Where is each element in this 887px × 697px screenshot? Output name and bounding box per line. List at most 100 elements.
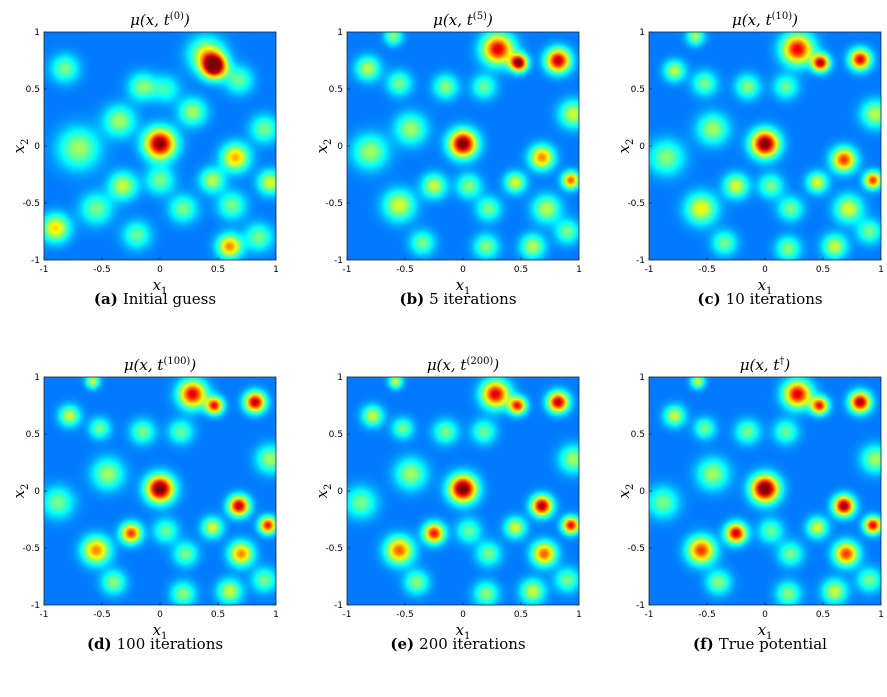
y-tick-label: -0.5 bbox=[627, 544, 645, 554]
y-tick-label: 0 bbox=[639, 142, 645, 152]
x-tick-label: -0.5 bbox=[93, 265, 111, 275]
heatmap-image bbox=[649, 32, 881, 260]
title-main: μ(x, t bbox=[427, 356, 468, 374]
y-tick-label: 0 bbox=[34, 487, 40, 497]
y-axis-label: x2 bbox=[313, 484, 334, 499]
y-tick-label: 0 bbox=[337, 142, 343, 152]
y-tick-label: 0 bbox=[639, 487, 645, 497]
subplot-f: -1 -0.5 0 0.5 1 -1 -0.5 0 0.5 1 μ(x, t†) x1 x2 (f) Tru… bbox=[615, 345, 887, 693]
heatmap-svg: -1 -0.5 0 0.5 1 -1 -0.5 0 0.5 1 μ(x, t(200)) x1 x2 bbox=[313, 356, 582, 642]
x-tick-label: -1 bbox=[40, 610, 49, 620]
y-axis-label: x2 bbox=[615, 484, 636, 499]
heatmap-image bbox=[347, 32, 579, 260]
y-axis-label: x2 bbox=[10, 484, 31, 499]
subplot-title: μ(x, t(200)) bbox=[427, 356, 500, 374]
subplot-title: μ(x, t(0)) bbox=[130, 11, 190, 29]
heatmap-svg: -1 -0.5 0 0.5 1 -1 -0.5 0 0.5 1 μ(x, t(0)) x1 x2 bbox=[10, 11, 279, 297]
caption-text: 200 iterations bbox=[419, 635, 526, 653]
heatmap-svg: -1 -0.5 0 0.5 1 -1 -0.5 0 0.5 1 μ(x, t†) x1 x2 bbox=[615, 356, 884, 642]
y-tick-label: 0.5 bbox=[329, 85, 343, 95]
x-tick-label: 1 bbox=[576, 265, 582, 275]
y-tick-label: -0.5 bbox=[22, 199, 40, 209]
caption-text: Initial guess bbox=[122, 290, 217, 308]
x-axis-label: x1 bbox=[153, 621, 168, 642]
title-superscript: (5) bbox=[473, 11, 487, 22]
y-tick-label: -1 bbox=[31, 256, 40, 266]
x-axis-label: x1 bbox=[456, 276, 471, 297]
y-axis-label: x2 bbox=[615, 139, 636, 154]
subfigure-caption: (d) 100 iterations bbox=[10, 635, 300, 653]
subplot-title: μ(x, t(100)) bbox=[124, 356, 197, 374]
title-main: μ(x, t bbox=[124, 356, 165, 374]
y-tick-label: 0.5 bbox=[329, 430, 343, 440]
x-tick-label: -0.5 bbox=[396, 265, 414, 275]
caption-text: 100 iterations bbox=[116, 635, 224, 653]
x-tick-label: 1 bbox=[273, 610, 279, 620]
y-tick-label: 1 bbox=[337, 373, 343, 383]
y-tick-label: 0 bbox=[34, 142, 40, 152]
caption-label: (b) bbox=[399, 290, 425, 308]
y-tick-label: -0.5 bbox=[325, 199, 343, 209]
title-main: μ(x, t bbox=[732, 11, 773, 29]
x-tick-label: 1 bbox=[878, 265, 884, 275]
heatmap-svg: -1 -0.5 0 0.5 1 -1 -0.5 0 0.5 1 μ(x, t(5)) x1 x2 bbox=[313, 11, 582, 297]
x-axis-label: x1 bbox=[153, 276, 168, 297]
subfigure-caption: (c) 10 iterations bbox=[615, 290, 887, 308]
x-tick-label: 0 bbox=[157, 610, 163, 620]
y-tick-label: 1 bbox=[34, 28, 40, 38]
x-axis-label: x1 bbox=[758, 621, 773, 642]
x-tick-label: 0.5 bbox=[211, 265, 225, 275]
x-tick-label: 0.5 bbox=[514, 265, 528, 275]
y-tick-label: 0 bbox=[337, 487, 343, 497]
title-main: μ(x, t bbox=[740, 356, 781, 374]
heatmap-svg: -1 -0.5 0 0.5 1 -1 -0.5 0 0.5 1 μ(x, t(100)) x1 x2 bbox=[10, 356, 279, 642]
y-tick-label: 0.5 bbox=[26, 430, 40, 440]
y-axis-label: x2 bbox=[10, 139, 31, 154]
subfigure-caption: (a) Initial guess bbox=[10, 290, 300, 308]
subplot-c: -1 -0.5 0 0.5 1 -1 -0.5 0 0.5 1 μ(x, t(10)) x1 x2 (c)… bbox=[615, 0, 887, 348]
x-tick-label: -0.5 bbox=[93, 610, 111, 620]
title-superscript: (100) bbox=[163, 356, 190, 367]
y-tick-label: 0.5 bbox=[631, 430, 645, 440]
caption-text: True potential bbox=[718, 635, 827, 653]
y-tick-label: -1 bbox=[334, 601, 343, 611]
title-superscript: (10) bbox=[772, 11, 793, 22]
x-tick-label: 0.5 bbox=[211, 610, 225, 620]
heatmap-image bbox=[649, 377, 881, 605]
x-tick-label: 1 bbox=[576, 610, 582, 620]
x-tick-label: -0.5 bbox=[698, 265, 716, 275]
y-tick-label: -1 bbox=[31, 601, 40, 611]
x-tick-label: 0 bbox=[762, 265, 768, 275]
caption-text: 5 iterations bbox=[429, 290, 517, 308]
subplot-a: -1 -0.5 0 0.5 1 -1 -0.5 0 0.5 1 μ(x, t(0)) x1 x2 (a) I… bbox=[10, 0, 300, 348]
title-main: μ(x, t bbox=[433, 11, 474, 29]
caption-label: (a) bbox=[93, 290, 118, 308]
y-tick-label: 0.5 bbox=[631, 85, 645, 95]
title-superscript: (200) bbox=[466, 356, 493, 367]
y-tick-label: -0.5 bbox=[22, 544, 40, 554]
x-tick-label: -0.5 bbox=[396, 610, 414, 620]
x-axis-label: x1 bbox=[456, 621, 471, 642]
subplot-title: μ(x, t(5)) bbox=[433, 11, 493, 29]
x-tick-label: 0 bbox=[762, 610, 768, 620]
y-tick-label: -1 bbox=[636, 601, 645, 611]
x-tick-label: 0.5 bbox=[816, 265, 830, 275]
heatmap-image bbox=[44, 377, 276, 605]
title-main: μ(x, t bbox=[130, 11, 171, 29]
y-tick-label: -0.5 bbox=[325, 544, 343, 554]
subplot-title: μ(x, t†) bbox=[740, 356, 791, 374]
subplot-e: -1 -0.5 0 0.5 1 -1 -0.5 0 0.5 1 μ(x, t(200)) x1 x2 (e… bbox=[313, 345, 603, 693]
caption-text: 10 iterations bbox=[725, 290, 823, 308]
subplot-d: -1 -0.5 0 0.5 1 -1 -0.5 0 0.5 1 μ(x, t(100)) x1 x2 (d… bbox=[10, 345, 300, 693]
title-superscript: † bbox=[779, 356, 784, 367]
y-tick-label: -1 bbox=[334, 256, 343, 266]
x-tick-label: -1 bbox=[343, 265, 352, 275]
y-tick-label: -0.5 bbox=[627, 199, 645, 209]
y-tick-label: -1 bbox=[636, 256, 645, 266]
caption-label: (e) bbox=[390, 635, 415, 653]
heatmap-svg: -1 -0.5 0 0.5 1 -1 -0.5 0 0.5 1 μ(x, t(10)) x1 x2 bbox=[615, 11, 884, 297]
caption-label: (d) bbox=[86, 635, 112, 653]
x-tick-label: 0 bbox=[157, 265, 163, 275]
y-tick-label: 1 bbox=[337, 28, 343, 38]
heatmap-image bbox=[44, 32, 276, 260]
